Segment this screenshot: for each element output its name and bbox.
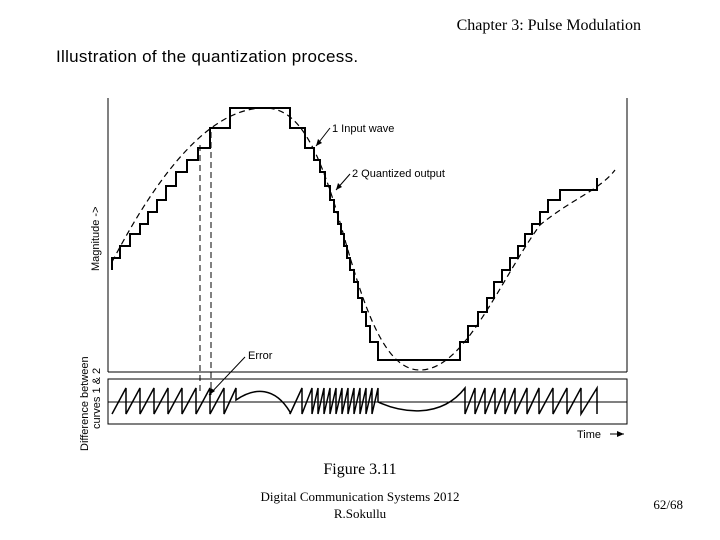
time-arrowhead bbox=[617, 431, 624, 437]
y-axis-magnitude-label: Magnitude -> bbox=[90, 206, 102, 271]
quantized-output-label: 2 Quantized output bbox=[352, 168, 445, 180]
input-wave-arrowhead bbox=[316, 139, 322, 146]
y-axis-difference-label-line1: Difference between bbox=[79, 356, 91, 451]
chapter-header: Chapter 3: Pulse Modulation bbox=[456, 17, 641, 34]
figure-caption: Figure 3.11 bbox=[323, 461, 397, 478]
slide-subtitle: Illustration of the quantization process… bbox=[56, 47, 359, 66]
quantized-arrowhead bbox=[336, 183, 342, 190]
error-label: Error bbox=[248, 350, 273, 362]
error-pointer bbox=[208, 356, 246, 396]
quantized-output-staircase bbox=[111, 107, 598, 361]
input-wave-curve bbox=[111, 107, 616, 371]
page-number: 62/68 bbox=[653, 497, 683, 512]
time-axis-label: Time bbox=[577, 429, 601, 441]
input-wave-label: 1 Input wave bbox=[332, 123, 394, 135]
footer-course: Digital Communication Systems 2012 bbox=[260, 489, 460, 504]
error-arrowhead bbox=[209, 388, 215, 395]
footer: Digital Communication Systems 2012 R.Sok… bbox=[0, 488, 720, 522]
y-axis-difference-label-line2: curves 1 & 2 bbox=[91, 368, 103, 429]
error-sawtooth bbox=[111, 385, 598, 417]
footer-author: R.Sokullu bbox=[333, 506, 387, 521]
